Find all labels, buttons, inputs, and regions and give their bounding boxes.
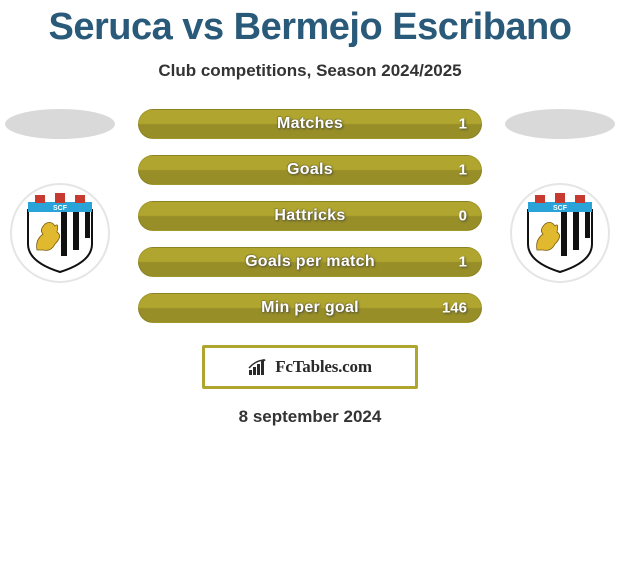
stat-bar-matches: Matches 1 [138,109,482,139]
stat-value: 146 [442,300,467,317]
stat-bar-hattricks: Hattricks 0 [138,201,482,231]
right-club-badge: SCF [510,183,610,283]
stat-bars: Matches 1 Goals 1 Hattricks 0 Goals per … [138,109,482,323]
stat-label: Goals per match [245,253,375,271]
svg-text:SCF: SCF [53,205,68,212]
page-title: Seruca vs Bermejo Escribano [0,0,620,49]
left-column: SCF [0,109,120,283]
stat-label: Min per goal [261,299,359,317]
stat-value: 1 [459,254,467,271]
brand-text: FcTables.com [275,357,372,377]
subtitle: Club competitions, Season 2024/2025 [0,61,620,81]
club-crest-icon: SCF [525,192,595,274]
svg-text:SCF: SCF [553,205,568,212]
left-club-badge: SCF [10,183,110,283]
date-text: 8 september 2024 [0,407,620,427]
stat-label: Matches [277,115,343,133]
stat-bar-goals: Goals 1 [138,155,482,185]
stat-value: 1 [459,116,467,133]
right-column: SCF [500,109,620,283]
stat-label: Goals [287,161,333,179]
right-ellipse [505,109,615,139]
stat-bar-goals-per-match: Goals per match 1 [138,247,482,277]
left-ellipse [5,109,115,139]
club-crest-icon: SCF [25,192,95,274]
stat-value: 0 [459,208,467,225]
stats-area: SCF SCF M [0,109,620,323]
brand-box[interactable]: FcTables.com [202,345,418,389]
bar-chart-icon [248,358,270,376]
stat-bar-min-per-goal: Min per goal 146 [138,293,482,323]
stat-label: Hattricks [274,207,345,225]
stat-value: 1 [459,162,467,179]
